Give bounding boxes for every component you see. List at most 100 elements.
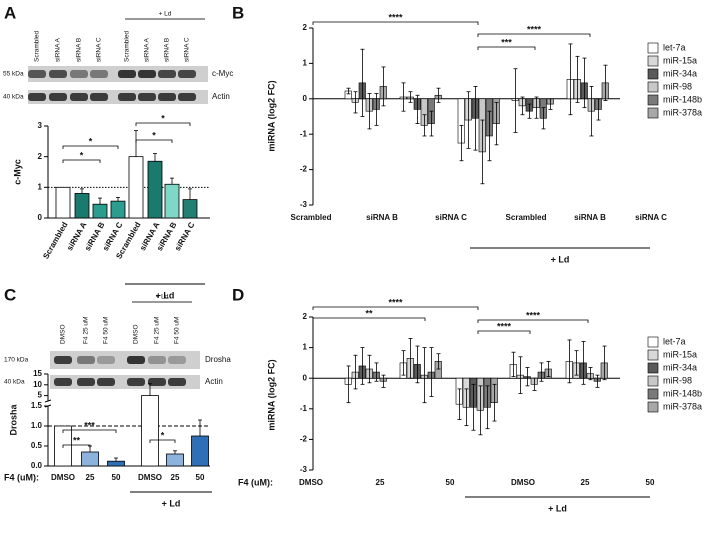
x-tick-label: DMSO [299,478,323,487]
lane-label: F4 25 uM [154,317,161,344]
x-tick-label: Scrambled [506,213,547,222]
significance-bracket [135,122,191,126]
y-tick-label: -2 [300,165,308,174]
x-tick-label: 50 [446,478,455,487]
lane-label: DMSO [60,325,67,345]
legend-swatch [647,336,659,348]
y-tick-label: -2 [300,435,308,444]
significance-label: * [89,136,93,146]
y-tick-label: 0 [38,213,43,222]
blot-band [138,70,156,78]
marker-label: 55 kDa [3,71,24,78]
group-label: + Ld [156,290,175,300]
lane-label: siRNA A [144,37,151,62]
x-tick-label: DMSO [511,478,535,487]
lane-label: siRNA C [184,37,191,62]
panel-label: D [232,285,244,304]
bar [141,395,159,467]
lane-label: Scrambled [34,31,41,62]
legend-label: let-7a [663,336,686,346]
x-axis-label: F4 (uM): [4,472,39,482]
legend-swatch [647,362,659,374]
significance-bracket [135,139,173,143]
blot-band [178,93,196,101]
y-tick-label: -1 [300,129,308,138]
blot-band [28,70,46,78]
legend-swatch [647,349,659,361]
legend-label: miR-98 [663,81,692,91]
blot-band [138,93,156,101]
significance-label: **** [527,24,542,34]
lane-label: siRNA C [96,37,103,62]
significance-bracket [477,33,591,37]
legend-label: let-7a [663,42,686,52]
significance-bracket [477,330,531,334]
legend-label: miR-378a [663,401,702,411]
y-tick-label: 2 [38,152,43,161]
y-tick-label: 5 [38,391,43,400]
bar [147,160,163,219]
x-tick-label: 25 [171,473,180,482]
legend-swatch [647,94,659,106]
legend-swatch [647,68,659,80]
legend-label: miR-148b [663,94,702,104]
y-tick-label: 1 [38,182,43,191]
significance-bracket [62,159,101,163]
bar [128,156,144,219]
blot-band [97,378,115,386]
significance-label: **** [388,297,403,307]
y-tick-label: 1.5 [31,401,43,410]
y-tick-label: 1 [303,343,308,352]
x-tick-label: 50 [646,478,655,487]
lane-label: siRNA B [76,38,83,62]
y-axis-label: miRNA (log2 FC) [266,359,276,430]
blot-band [118,70,136,78]
lane-label: F4 25 uM [83,317,90,344]
x-tick-label: DMSO [51,473,75,482]
legend-swatch [647,401,659,413]
x-tick-label: siRNA B [366,213,398,222]
axis-break [44,399,52,403]
significance-bracket [62,145,119,149]
blot-band [148,378,166,386]
blot-band [118,93,136,101]
legend-swatch [647,55,659,67]
blot-band [70,70,88,78]
lane-label: Scrambled [124,31,131,62]
marker-label: 40 kDa [3,94,24,101]
y-tick-label: 3 [38,121,43,130]
significance-bracket [62,444,91,448]
y-tick-label: 2 [303,312,308,321]
blot-band [178,70,196,78]
y-axis-label: miRNA (log2 FC) [266,80,276,151]
significance-label: *** [84,420,95,430]
significance-label: * [80,150,84,160]
panel-label: A [4,3,16,22]
x-axis-label: F4 (uM): [238,477,273,487]
y-tick-label: -3 [300,465,308,474]
blot-band [54,378,72,386]
significance-label: * [152,130,156,140]
bar [55,186,71,219]
lane-label: siRNA A [55,37,62,62]
significance-bracket [312,306,479,310]
x-tick-label: siRNA C [635,213,667,222]
blot-band [97,356,115,364]
significance-label: **** [388,12,403,22]
blot-band [127,378,145,386]
blot-band [127,356,145,364]
significance-label: * [161,113,165,123]
x-tick-label: 25 [581,478,590,487]
x-tick-label: siRNA C [435,213,467,222]
blot-band [148,356,166,364]
bar [92,203,108,219]
legend-swatch [647,388,659,400]
significance-label: *** [501,37,512,47]
significance-label: * [161,430,165,440]
y-tick-label: -3 [300,200,308,209]
x-tick-label: DMSO [138,473,162,482]
y-tick-label: 0.0 [31,461,43,470]
legend-label: miR-15a [663,55,697,65]
legend-swatch [647,107,659,119]
bar [81,451,99,467]
